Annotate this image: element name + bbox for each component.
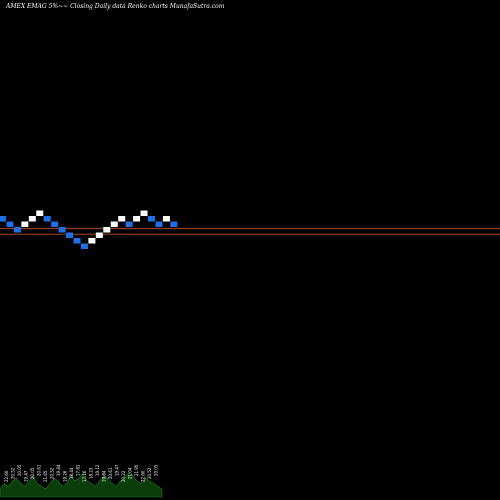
renko-brick [36, 210, 44, 216]
brick-value-label: 21.95 [134, 464, 139, 476]
brick-value-label: 19.47 [115, 464, 120, 476]
renko-brick [125, 221, 133, 227]
renko-brick [133, 216, 141, 222]
brick-value-label: 19.84 [102, 470, 107, 482]
brick-value-label: 17.81 [76, 464, 81, 476]
renko-brick [148, 216, 155, 222]
brick-value-label: 20.52 [11, 467, 16, 479]
renko-brick [80, 243, 88, 249]
renko-brick [0, 216, 6, 222]
brick-value-label: 22.60 [141, 470, 146, 482]
brick-value-label: 20.22 [121, 470, 126, 482]
brick-value-label: 17.16 [82, 470, 87, 482]
renko-brick [140, 210, 148, 216]
brick-value-label: 19.84 [56, 464, 61, 476]
renko-brick [88, 238, 96, 244]
renko-brick [21, 221, 29, 227]
renko-brick [95, 232, 103, 238]
brick-value-label: 18.23 [89, 467, 94, 479]
brick-value-label: 19.47 [24, 470, 29, 482]
brick-value-label: 20.05 [30, 467, 35, 479]
reference-lines [0, 228, 500, 235]
renko-brick [6, 221, 14, 227]
brick-value-label: 21.04 [128, 467, 133, 479]
brick-value-label: 20.61 [108, 467, 113, 479]
volume-panel [0, 472, 163, 498]
brick-value-label: 20.05 [154, 464, 159, 476]
renko-bricks [0, 210, 178, 249]
brick-value-label: 18.44 [69, 467, 74, 479]
renko-brick [103, 227, 111, 233]
renko-brick [43, 216, 51, 222]
brick-value-label: 19.12 [95, 464, 100, 476]
renko-brick [66, 232, 74, 238]
chart-title: AMEX EMAG 5%~~ Closing Daily data Renko … [5, 3, 225, 10]
volume-area [0, 472, 163, 498]
brick-value-label: 22.60 [4, 470, 9, 482]
brick-value-label: 20.61 [37, 464, 42, 476]
brick-value-label: 20.52 [50, 467, 55, 479]
brick-value-label: 19.26 [63, 470, 68, 482]
brick-value-label: 21.65 [43, 470, 48, 482]
renko-brick [118, 216, 126, 222]
renko-brick [13, 227, 21, 233]
renko-brick [28, 216, 36, 222]
renko-brick [51, 221, 59, 227]
renko-brick [73, 238, 81, 244]
brick-value-label: 20.52 [147, 467, 152, 479]
renko-brick [155, 221, 163, 227]
renko-brick [58, 227, 66, 233]
brick-value-label: 20.05 [17, 464, 22, 476]
renko-brick [162, 216, 170, 222]
renko-brick [110, 221, 118, 227]
renko-brick [170, 221, 178, 227]
